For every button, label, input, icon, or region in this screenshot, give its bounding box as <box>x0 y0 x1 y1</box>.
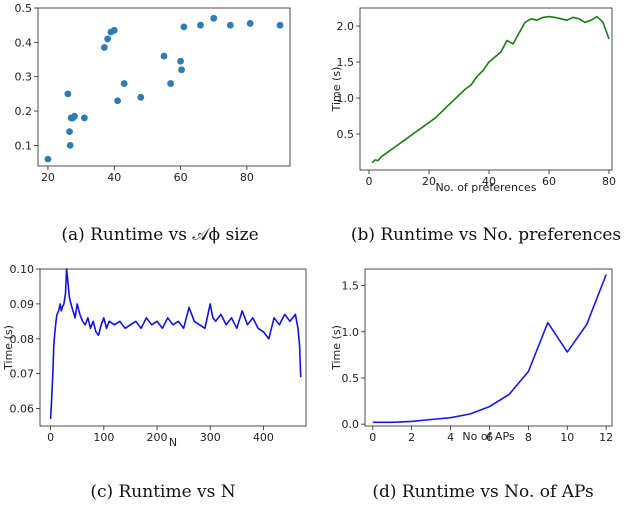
chart-4: 0 2 4 6 8 10 12 0.0 0.5 1.0 1.5 No of APs Time (s) (d… <box>330 268 613 502</box>
x-tick-label: 0 <box>366 175 373 188</box>
x-tick-label: 40 <box>107 171 121 184</box>
series-line <box>372 274 607 424</box>
y-tick-label: 0.07 <box>10 368 35 381</box>
y-tick-label: 0.5 <box>342 372 360 385</box>
data-point <box>120 80 128 87</box>
y-tick-label: 2.0 <box>337 20 355 33</box>
data-point <box>246 20 254 27</box>
x-tick-label: 4 <box>447 431 454 444</box>
y-tick-label: 0.4 <box>15 36 33 49</box>
y-tick-label: 0.09 <box>10 298 35 311</box>
x-tick-label: 60 <box>542 175 556 188</box>
x-tick-label: 300 <box>200 431 221 444</box>
y-tick-label: 0.5 <box>15 2 33 15</box>
y-axis-label: Time (s) <box>330 67 343 113</box>
y-tick-label: 0.08 <box>10 333 35 346</box>
y-tick-label: 1.0 <box>342 326 360 339</box>
x-tick-label: 6 <box>486 431 493 444</box>
x-tick-label: 8 <box>525 431 532 444</box>
data-point <box>178 66 185 74</box>
chart-caption: (c) Runtime vs N <box>90 482 235 502</box>
x-axis-label: No. of preferences <box>435 181 536 194</box>
data-point <box>110 26 118 34</box>
data-point <box>167 80 175 87</box>
chart-caption: (a) Runtime vs 𝒜ϕ size <box>61 225 258 245</box>
data-point <box>104 35 112 43</box>
chart-caption: (b) Runtime vs No. preferences <box>351 225 621 245</box>
data-point <box>100 44 108 51</box>
data-point <box>64 90 72 98</box>
x-tick-label: 0 <box>47 431 54 444</box>
chart-caption: (d) Runtime vs No. of APs <box>372 482 593 502</box>
series-line <box>371 15 610 164</box>
x-tick-label: 400 <box>253 431 274 444</box>
x-tick-label: 0 <box>369 431 376 444</box>
data-point <box>66 141 74 149</box>
data-point <box>81 114 88 122</box>
y-tick-label: 1.0 <box>337 92 355 105</box>
y-tick-label: 0.10 <box>10 263 35 276</box>
chart-3: 0 100 200 300 400 0.06 0.07 0.08 0.09 0.10 N Time (… <box>2 263 307 502</box>
data-point <box>44 155 52 163</box>
data-point <box>197 21 204 29</box>
x-axis-label: N <box>169 436 177 449</box>
plot-frame <box>37 7 291 167</box>
y-tick-label: 0.5 <box>337 128 355 141</box>
x-tick-label: 60 <box>174 171 188 184</box>
data-point <box>66 128 73 136</box>
x-tick-label: 20 <box>41 171 55 184</box>
y-tick-label: 0.1 <box>15 139 33 152</box>
y-tick-label: 1.5 <box>337 56 355 69</box>
data-point <box>114 97 121 105</box>
data-point <box>160 52 168 60</box>
y-tick-label: 0.2 <box>15 105 33 118</box>
x-tick-label: 10 <box>560 431 574 444</box>
x-tick-label: 12 <box>599 431 613 444</box>
x-tick-label: 40 <box>482 175 496 188</box>
x-tick-label: 100 <box>93 431 114 444</box>
data-point <box>71 112 78 120</box>
data-point <box>210 14 218 22</box>
y-axis-label: Time (s) <box>2 325 15 371</box>
data-point <box>276 21 284 29</box>
chart-1: 20 40 60 80 0.1 0.2 0.3 0.4 0.5 (a) Runtime vs 𝒜ϕ… <box>15 2 291 245</box>
x-tick-label: 20 <box>422 175 436 188</box>
plot-frame <box>364 268 613 427</box>
chart-2: 0 20 40 60 80 0.5 1.0 1.5 2.0 No. of preferences T… <box>330 7 621 245</box>
y-tick-label: 0.0 <box>342 418 360 431</box>
data-point <box>177 57 184 65</box>
data-point <box>180 23 188 31</box>
plot-frame <box>39 268 307 427</box>
plot-frame <box>359 7 613 171</box>
x-tick-label: 200 <box>147 431 168 444</box>
series-line <box>49 268 302 420</box>
x-tick-label: 80 <box>602 175 616 188</box>
y-tick-label: 1.5 <box>342 280 360 293</box>
x-axis-label: No of APs <box>462 430 515 443</box>
x-tick-label: 80 <box>240 171 254 184</box>
y-axis-label: Time (s) <box>330 325 343 371</box>
y-tick-label: 0.06 <box>10 403 35 416</box>
data-point <box>226 21 234 29</box>
x-tick-label: 2 <box>408 431 415 444</box>
y-tick-label: 0.3 <box>15 71 33 84</box>
data-point <box>137 93 145 101</box>
